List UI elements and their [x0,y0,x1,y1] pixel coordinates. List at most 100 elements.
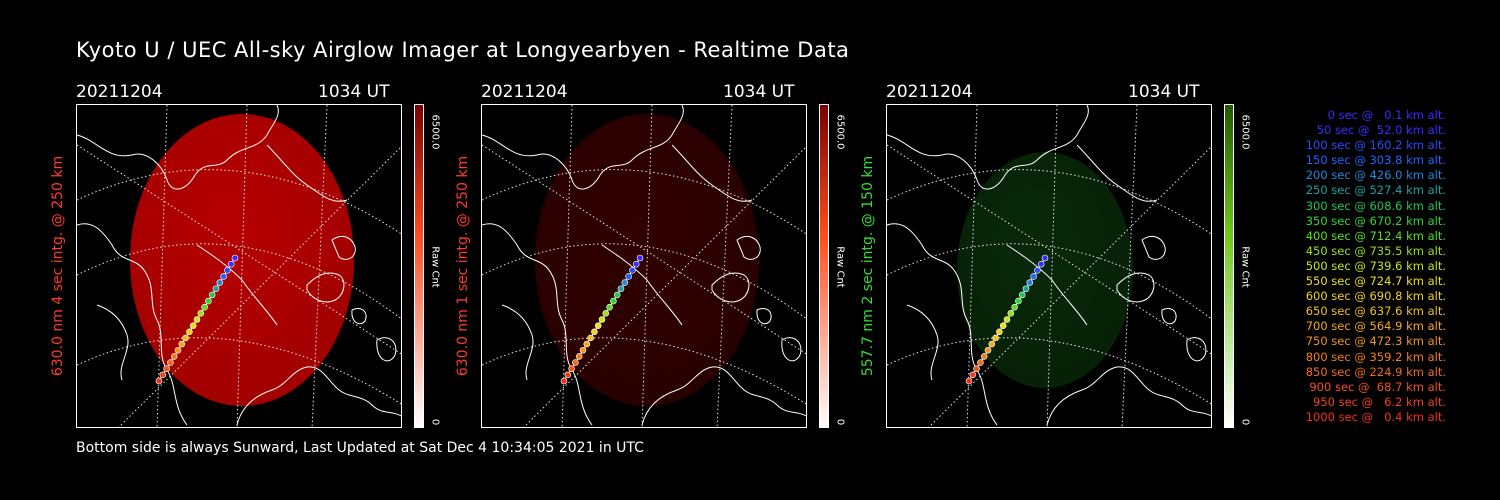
coastline [1141,236,1166,260]
panel-1-image [76,104,402,428]
legend-row: 100 sec @ 160.2 km alt. [1305,138,1446,153]
trajectory-point [602,310,610,317]
legend-row: 0 sec @ 0.1 km alt. [1327,108,1446,122]
footer-status: Bottom side is always Sunward, Last Upda… [76,440,644,456]
lat-lon-gridline [887,337,1211,405]
trajectory-point [965,377,973,385]
trajectory-point [575,353,583,360]
coastline [482,105,684,190]
panel-2-date: 20211204 [481,82,568,102]
trajectory-point [1034,267,1041,274]
trajectory-point [1003,316,1011,323]
panel-3-image [886,104,1212,428]
panel-3-colorbar [1224,104,1234,428]
legend-row: 450 sec @ 735.5 km alt. [1305,243,1446,258]
lat-lon-gridline [77,144,401,355]
trajectory-point [163,365,170,373]
legend-row: 900 sec @ 68.7 km alt. [1309,379,1446,394]
trajectory-point [591,328,598,336]
coastline [331,236,356,260]
coastline [671,144,753,202]
trajectory-point [1015,297,1022,305]
lat-lon-gridline [482,169,806,235]
trajectory-point [988,340,996,348]
trajectory-point [594,322,602,329]
legend-row: 950 sec @ 6.2 km alt. [1313,394,1446,409]
trajectory-point [197,310,205,317]
panel-3-time: 1034 UT [1128,82,1200,102]
panel-1-date: 20211204 [76,82,163,102]
trajectory-point [216,279,224,286]
coastline [641,366,806,426]
trajectory-point [636,254,644,262]
trajectory-point [208,291,216,299]
panel-2-cbar-label: Raw Cnt [834,246,846,288]
panel-2-cbar-max: 6500.0 [834,114,846,150]
coastline [887,223,998,426]
trajectory-point [1007,310,1015,317]
trajectory-point [155,377,163,385]
legend-row: 250 sec @ 527.4 km alt. [1305,183,1446,198]
trajectory-point [220,273,227,280]
panel-3-cbar-min: 0 [1239,418,1251,426]
panel-3-map [887,105,1211,427]
airglow-field [957,152,1133,388]
trajectory-point [568,365,575,373]
coastline [376,337,397,362]
panel-2-image [481,104,807,428]
coastline [196,244,278,326]
panel-3-colorbar-labels: 6500.0 Raw Cnt 0 [1237,104,1253,428]
lat-lon-gridline [482,144,806,355]
coastline [77,105,279,190]
trajectory-point [999,322,1007,329]
coastline [781,337,802,362]
panel-3-date: 20211204 [886,82,973,102]
legend-row: 400 sec @ 712.4 km alt. [1305,228,1446,243]
trajectory-point [1022,285,1030,293]
trajectory-point [178,340,186,348]
coastline [266,144,348,202]
coastline [756,307,772,325]
trajectory-point [606,303,613,311]
trajectory-point [969,371,977,379]
trajectory-point [632,260,640,268]
panel-2-cbar-min: 0 [834,418,846,426]
legend-row: 650 sec @ 637.6 km alt. [1305,304,1446,319]
panel-1-colorbar-labels: 6500.0 Raw Cnt 0 [427,104,443,428]
coastline [736,236,761,260]
trajectory-point [613,291,621,299]
legend-row: 550 sec @ 724.7 km alt. [1305,274,1446,289]
trajectory-point [186,328,193,336]
trajectory-point [560,377,568,385]
coastline [77,223,188,426]
trajectory-legend: 0 sec @ 0.1 km alt. 50 sec @ 52.0 km alt.… [1266,108,1446,425]
trajectory-point [625,273,632,280]
panel-1-cbar-min: 0 [429,418,441,426]
coastline [1161,307,1177,325]
coastline [1046,366,1211,426]
trajectory-point [977,359,984,366]
trajectory-point [583,340,591,348]
trajectory-point [579,346,587,354]
trajectory-point [189,322,197,329]
trajectory-point [572,359,579,366]
legend-row: 850 sec @ 224.9 km alt. [1305,364,1446,379]
lat-lon-gridline [77,169,401,235]
trajectory-point [980,353,988,360]
coastline [887,105,1089,190]
trajectory-point [1011,303,1018,311]
trajectory-point [1041,254,1049,262]
panel-3-cbar-max: 6500.0 [1239,114,1251,150]
legend-row: 300 sec @ 608.6 km alt. [1305,198,1446,213]
trajectory-point [170,353,178,360]
panel-1-cbar-max: 6500.0 [429,114,441,150]
coastline [306,272,345,303]
coastline [351,307,367,325]
panel-2-time: 1034 UT [723,82,795,102]
legend-row: 200 sec @ 426.0 km alt. [1305,168,1446,183]
trajectory-point [212,285,220,293]
coastline [1006,244,1088,326]
trajectory-point [224,267,231,274]
trajectory-point [159,371,167,379]
legend-row: 800 sec @ 359.2 km alt. [1305,349,1446,364]
